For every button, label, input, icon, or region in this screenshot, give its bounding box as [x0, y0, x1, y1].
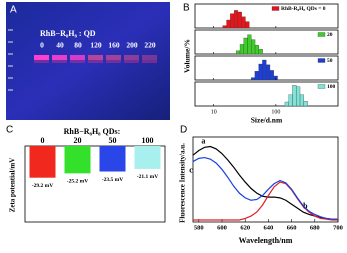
- legend-swatch: [271, 6, 280, 11]
- subplot-frame: [194, 81, 339, 107]
- chart-title: RhB−R₈H₈ QDs:: [64, 127, 121, 136]
- subplot-frame: [194, 29, 339, 55]
- histogram-bar: [243, 37, 248, 55]
- sample-band: [52, 55, 67, 60]
- histogram-bar: [303, 101, 308, 107]
- histogram-bar: [239, 44, 244, 55]
- x-tick-label: 660: [287, 224, 297, 231]
- histogram-bar: [258, 49, 263, 55]
- x-axis-label: Size/d.nm: [251, 116, 283, 125]
- histogram-bar: [230, 13, 235, 29]
- legend-label: 50: [327, 58, 333, 64]
- bar: [134, 146, 161, 169]
- x-tick-label: 100: [271, 109, 280, 115]
- sample-glow: [106, 60, 121, 63]
- x-axis-label: Wavelength/nm: [239, 236, 293, 245]
- category-label: 0: [41, 136, 45, 145]
- plot-frame: [24, 145, 166, 223]
- bar: [99, 146, 126, 172]
- lane-label: 220: [144, 41, 156, 50]
- histogram-bar: [247, 34, 252, 55]
- x-tick-label: 700: [333, 224, 343, 231]
- histogram-bar: [226, 19, 231, 29]
- lane-label: 80: [74, 41, 82, 50]
- histogram-bar: [284, 101, 289, 107]
- histogram-bar: [288, 94, 293, 107]
- lane-label: 120: [90, 41, 102, 50]
- x-tick-label: 600: [217, 224, 227, 231]
- x-tick-label: 620: [240, 224, 250, 231]
- sample-glow: [88, 60, 103, 63]
- subplot-frame: [194, 3, 339, 29]
- histogram-bar: [296, 86, 301, 107]
- histogram-bar: [266, 64, 271, 81]
- sample-band: [142, 55, 157, 60]
- histogram-bar: [269, 70, 274, 81]
- histogram-bar: [222, 25, 227, 29]
- line-series: [192, 145, 338, 220]
- series-label: c: [189, 165, 193, 174]
- value-label: -29.2 mV: [32, 183, 53, 189]
- histogram-bar: [251, 39, 256, 55]
- sample-glow: [70, 60, 85, 63]
- panel-letter: A: [10, 5, 17, 16]
- value-label: -25.2 mV: [67, 179, 88, 185]
- x-tick-label: 580: [194, 224, 204, 231]
- panel-letter: D: [180, 125, 187, 136]
- lane-label: 200: [126, 41, 138, 50]
- y-axis-label: Fluorescence Intensity/a.u.: [179, 143, 187, 223]
- sample-glow: [124, 60, 139, 63]
- legend-label: RhB-R₈H₈ QDs = 0: [281, 6, 326, 12]
- histogram-bar: [241, 16, 246, 29]
- sample-band: [88, 55, 103, 60]
- histogram-bar: [254, 45, 259, 55]
- histogram-bar: [254, 71, 259, 81]
- x-tick-label: 640: [264, 224, 274, 231]
- line-series: [192, 156, 338, 220]
- sample-band: [34, 55, 49, 60]
- histogram-bar: [233, 10, 239, 29]
- category-label: 20: [74, 136, 82, 145]
- sample-band: [124, 55, 139, 60]
- legend-swatch: [317, 84, 326, 89]
- lane-label: 40: [56, 41, 64, 50]
- series-label: a: [201, 136, 205, 145]
- value-label: -23.5 mV: [102, 177, 123, 183]
- lane-label: 0: [40, 41, 44, 50]
- histogram-bar: [299, 94, 304, 107]
- panel-letter: B: [183, 3, 190, 14]
- histogram-bar: [292, 85, 297, 107]
- legend-label: 100: [327, 84, 336, 90]
- sample-band: [106, 55, 121, 60]
- value-label: -21.1 mV: [137, 174, 158, 180]
- series-label: b: [303, 201, 308, 210]
- legend-swatch: [317, 58, 326, 63]
- y-axis-label: Volume/%: [183, 39, 192, 73]
- histogram-bar: [250, 77, 256, 81]
- sample-band: [70, 55, 85, 60]
- category-label: 100: [142, 136, 154, 145]
- histogram-bar: [245, 21, 250, 29]
- sample-glow: [52, 60, 67, 63]
- plot-frame: [192, 136, 339, 223]
- histogram-bar: [236, 50, 241, 55]
- line-series: [193, 181, 338, 221]
- bar: [64, 146, 91, 174]
- legend-label: 20: [327, 32, 333, 38]
- sample-glow: [34, 60, 49, 63]
- caption: RhB−R₈H₈ : QD: [40, 29, 96, 38]
- histogram-bar: [237, 11, 242, 29]
- histogram-bar: [258, 63, 263, 81]
- category-label: 50: [109, 136, 117, 145]
- y-axis-label: Zeta potential/mV: [9, 158, 17, 213]
- x-tick-label: 10: [211, 109, 217, 115]
- bar: [29, 146, 56, 178]
- x-tick-label: 680: [310, 224, 320, 231]
- legend-swatch: [317, 32, 326, 37]
- lane-label: 160: [108, 41, 120, 50]
- sample-glow: [142, 60, 157, 63]
- panel-letter: C: [6, 125, 13, 136]
- histogram-bar: [262, 59, 267, 81]
